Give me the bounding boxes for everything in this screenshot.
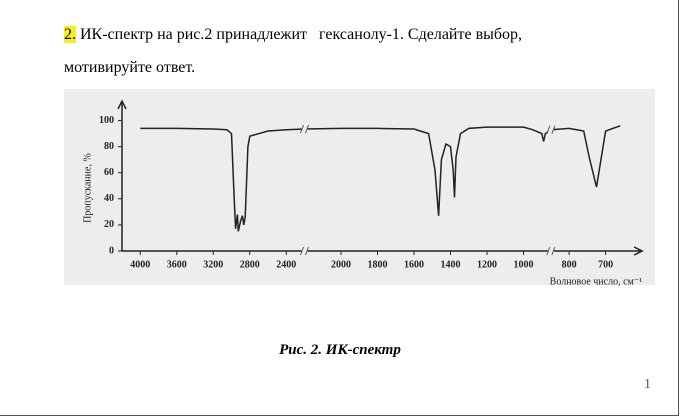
x-tick-label: 2400 [276,259,296,270]
question-text: ИК-спектр на рис.2 принадлежит гексанолу… [80,26,523,43]
x-tick-label: 1800 [368,259,388,270]
x-axis-arrow [633,246,644,256]
x-tick-label: 3600 [167,259,187,270]
y-tick-label: 40 [104,193,114,204]
axis-break [546,246,556,256]
x-tick-label: 1000 [514,259,534,270]
x-tick-label: 800 [562,259,577,270]
axis-break-gap [547,246,554,256]
y-axis-label: Пропускание, % [82,153,93,223]
axis-break [546,125,556,134]
y-tick-label: 0 [109,245,114,256]
axis-break [300,246,309,256]
x-tick-label: 1600 [404,259,424,270]
caption: Рис. 2. ИК-спектр [279,342,401,358]
axis-break-gap [301,246,308,256]
y-tick-label: 20 [104,219,114,230]
page-number: 1 [644,377,651,392]
axis-break [300,124,309,134]
question-number: 2. [64,26,76,43]
axis-break-gap [301,124,308,135]
x-tick-label: 2000 [331,259,351,270]
x-tick-label: 2800 [240,259,260,270]
y-axis-arrow [117,99,127,110]
x-tick-label: 1400 [441,259,461,270]
y-tick-label: 60 [104,167,114,178]
x-tick-label: 700 [598,259,613,270]
x-tick-label: 1200 [477,259,497,270]
x-tick-label: 4000 [130,259,150,270]
axis-break-gap [547,124,554,135]
x-tick-label: 3200 [203,259,223,270]
y-tick-label: 100 [99,115,114,126]
question-line: мотивируйте ответ. [64,59,196,76]
y-tick-label: 80 [104,141,114,152]
chart-background [64,89,655,285]
question-line: 2. ИК-спектр на рис.2 принадлежит гексан… [64,26,522,44]
x-axis-label: Волновое число, см⁻¹ [550,276,642,287]
